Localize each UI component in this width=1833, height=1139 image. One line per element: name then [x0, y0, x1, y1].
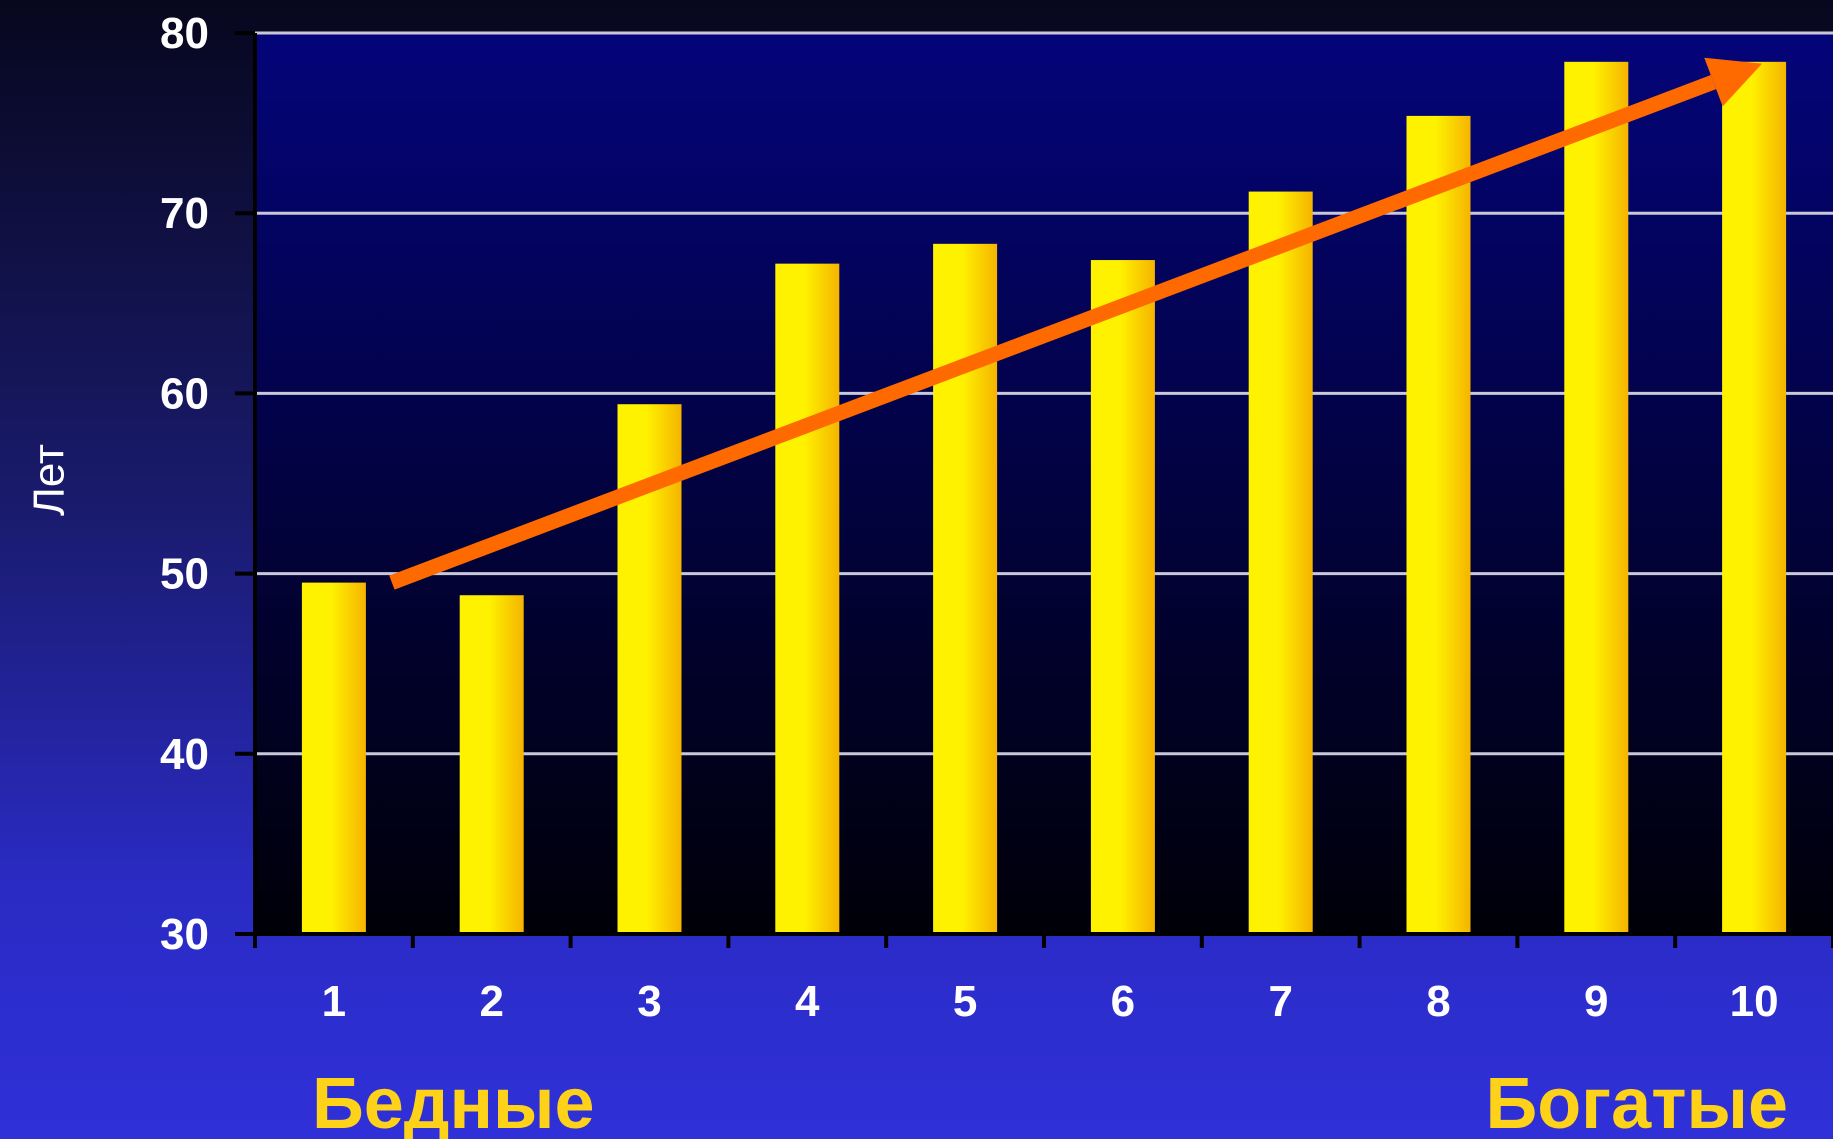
y-tick-label-40: 40 — [160, 730, 209, 779]
bar-6 — [1090, 260, 1155, 934]
x-tick-label-7: 7 — [1268, 977, 1292, 1026]
y-tick-label-50: 50 — [160, 550, 209, 599]
x-tick-label-1: 1 — [322, 977, 346, 1026]
bar-8 — [1406, 115, 1471, 935]
bar-10 — [1722, 61, 1787, 934]
y-tick-label-80: 80 — [160, 9, 209, 58]
trend-arrow — [389, 57, 1763, 590]
bar-9 — [1564, 61, 1629, 934]
x-tick-label-4: 4 — [795, 977, 820, 1026]
trend-arrow-head — [1704, 57, 1763, 107]
x-tick-label-3: 3 — [637, 977, 661, 1026]
rich-label: Богатые — [1485, 1064, 1788, 1139]
bar-5 — [933, 243, 998, 935]
bar-2 — [459, 595, 524, 934]
bar-7 — [1248, 191, 1313, 935]
bar-1 — [301, 582, 366, 934]
poor-label: Бедные — [312, 1064, 595, 1139]
x-tick-label-6: 6 — [1111, 977, 1135, 1026]
y-tick-label-60: 60 — [160, 369, 209, 418]
x-ticks: 1 2 3 4 5 6 7 8 9 10 — [253, 934, 1833, 1026]
y-tick-label-30: 30 — [160, 910, 209, 959]
x-tick-label-5: 5 — [953, 977, 977, 1026]
y-axis-label: Лет — [25, 444, 74, 516]
x-tick-label-2: 2 — [479, 977, 503, 1026]
x-tick-label-8: 8 — [1426, 977, 1450, 1026]
x-tick-label-10: 10 — [1730, 977, 1779, 1026]
trend-arrow-shaft — [389, 75, 1717, 590]
y-ticks: 30 40 50 60 70 80 — [160, 9, 255, 959]
bar-4 — [775, 263, 840, 934]
x-tick-label-9: 9 — [1584, 977, 1608, 1026]
y-tick-label-70: 70 — [160, 189, 209, 238]
bars — [301, 61, 1787, 935]
